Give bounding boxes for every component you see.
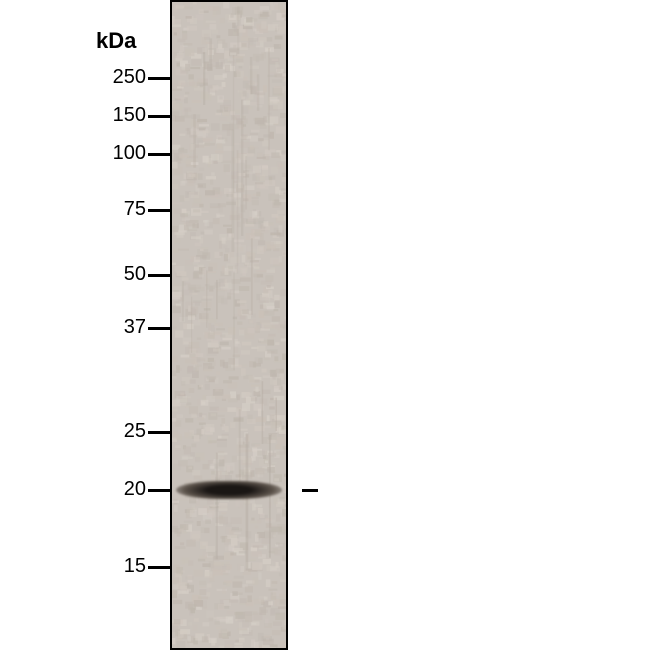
western-blot-figure: kDa 250 150 100 75 50 37 25 20 15 [0,0,650,650]
marker-tick-20 [148,489,170,492]
marker-tick-150 [148,115,170,118]
marker-tick-75 [148,209,170,212]
marker-label-37: 37 [100,316,146,339]
marker-label-75: 75 [100,198,146,221]
marker-label-50: 50 [100,263,146,286]
axis-title: kDa [96,28,136,54]
marker-label-20: 20 [100,478,146,501]
marker-tick-250 [148,77,170,80]
blot-lane-border [170,0,288,650]
marker-label-250: 250 [100,66,146,89]
marker-label-15: 15 [100,555,146,578]
marker-tick-25 [148,431,170,434]
marker-tick-15 [148,566,170,569]
marker-tick-100 [148,153,170,156]
marker-label-25: 25 [100,420,146,443]
marker-tick-50 [148,274,170,277]
marker-label-100: 100 [100,142,146,165]
band-indicator-mark [302,489,318,492]
marker-label-150: 150 [100,104,146,127]
marker-tick-37 [148,327,170,330]
